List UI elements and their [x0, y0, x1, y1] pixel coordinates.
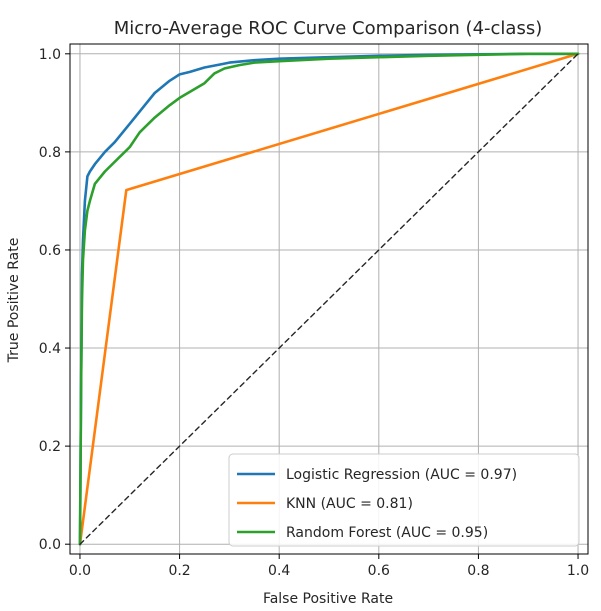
legend-items: Logistic Regression (AUC = 0.97) KNN (AUC…	[237, 467, 517, 541]
legend-label: Logistic Regression (AUC = 0.97)	[286, 467, 517, 483]
x-tick-label: 0.2	[168, 563, 190, 579]
legend-label: Random Forest (AUC = 0.95)	[286, 525, 488, 541]
x-axis-title: False Positive Rate	[263, 591, 393, 607]
series-line-knn	[78, 52, 580, 546]
x-tick-label: 0.0	[69, 563, 91, 579]
y-tick-label: 0.2	[39, 439, 61, 455]
series-layer	[78, 52, 580, 546]
legend: Logistic Regression (AUC = 0.97) KNN (AUC…	[228, 453, 580, 547]
ticks-layer: 0.0 0.2 0.4 0.6 0.8 1.0 0.0 0.2 0.4 0.6 0.8 1.0	[39, 47, 589, 579]
series-line-logistic-regression	[78, 52, 580, 546]
y-axis-title: True Positive Rate	[6, 238, 22, 364]
x-tick-label: 0.4	[268, 563, 290, 579]
x-tick-label: 0.8	[467, 563, 489, 579]
y-tick-label: 0.8	[39, 145, 61, 161]
plot-frame	[69, 43, 589, 555]
y-tick-label: 1.0	[39, 47, 61, 63]
x-tick-label: 1.0	[567, 563, 589, 579]
x-tick-label: 0.6	[368, 563, 390, 579]
grid-layer	[70, 44, 588, 554]
series-line-random-forest	[78, 52, 580, 546]
chart-title: Micro-Average ROC Curve Comparison (4-cl…	[114, 18, 542, 39]
legend-box	[228, 453, 580, 547]
y-tick-label: 0.6	[39, 243, 61, 259]
y-tick-label: 0.4	[39, 341, 61, 357]
chance-diagonal-line	[79, 53, 579, 545]
legend-label: KNN (AUC = 0.81)	[286, 496, 413, 512]
y-tick-label: 0.0	[39, 537, 61, 553]
